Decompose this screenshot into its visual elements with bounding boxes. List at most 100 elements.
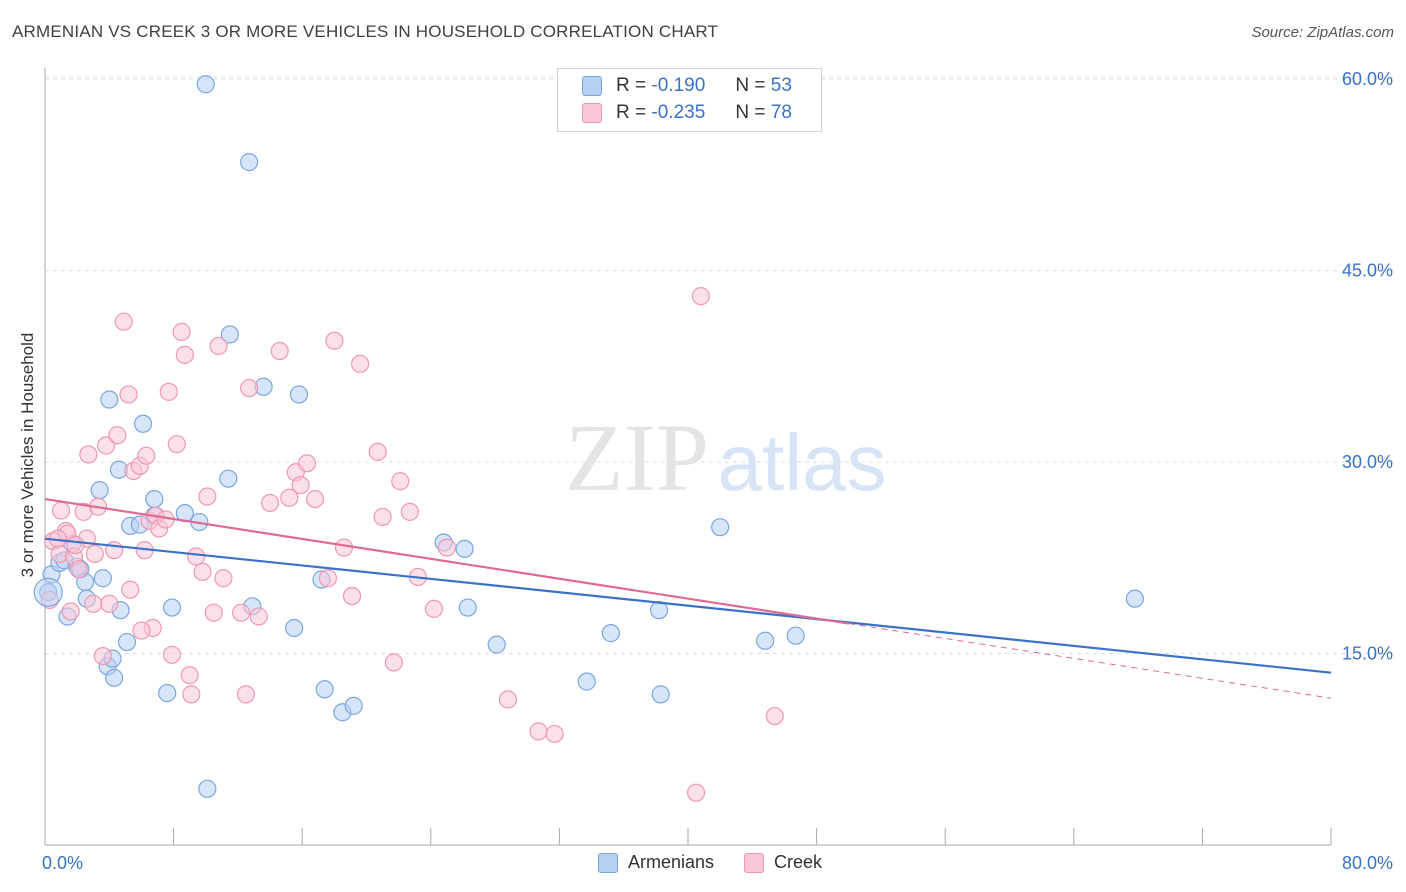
stats-legend: R = -0.190 N = 53 R = -0.235 N = 78 xyxy=(557,68,822,132)
creek-point xyxy=(391,472,410,491)
armenians-legend-swatch xyxy=(598,852,618,873)
creek-trend-line xyxy=(44,498,849,625)
creek-swatch xyxy=(582,103,602,123)
armenians-point xyxy=(196,75,215,94)
armenians-point xyxy=(458,598,477,617)
axes xyxy=(44,68,1332,846)
creek-point xyxy=(119,385,138,404)
armenians-point xyxy=(240,153,259,172)
creek-point xyxy=(260,493,280,513)
x-tick-label: 80.0% xyxy=(1342,853,1393,873)
legend-item-armenians[interactable]: Armenians xyxy=(598,852,714,873)
armenians-point xyxy=(289,385,309,404)
armenians-n-value: 53 xyxy=(770,75,792,96)
creek-point xyxy=(545,724,564,744)
armenians-point xyxy=(601,624,620,643)
creek-point xyxy=(175,345,194,364)
creek-point xyxy=(424,599,444,618)
watermark: ZIP atlas xyxy=(565,404,886,511)
armenians-point xyxy=(651,685,670,704)
armenians-point xyxy=(90,481,109,500)
creek-point xyxy=(232,603,251,622)
creek-point xyxy=(240,378,259,398)
creek-point xyxy=(270,341,289,361)
n-label: N = xyxy=(735,102,766,123)
creek-trend-extension xyxy=(848,623,1332,699)
creek-point xyxy=(66,535,85,555)
n-label: N = xyxy=(735,75,766,96)
creek-point xyxy=(108,426,127,445)
creek-point xyxy=(342,586,362,606)
legend-item-creek[interactable]: Creek xyxy=(744,852,822,873)
armenians-point xyxy=(220,325,239,344)
y-tick-label: 15.0% xyxy=(1342,644,1393,664)
armenians-swatch xyxy=(582,76,602,96)
creek-point xyxy=(305,489,325,509)
creek-point xyxy=(132,621,151,640)
creek-point xyxy=(51,501,71,520)
tick-labels: 15.0% 30.0% 45.0% 60.0% 0.0% 80.0% xyxy=(42,69,1393,873)
series-legend: Armenians Creek xyxy=(598,852,852,873)
creek-point xyxy=(334,538,354,557)
creek-point xyxy=(437,538,456,557)
armenians-point xyxy=(577,672,596,691)
creek-point xyxy=(93,646,112,666)
armenians-point xyxy=(315,680,334,699)
armenians-point xyxy=(711,518,730,537)
armenians-point xyxy=(786,626,805,645)
creek-point xyxy=(373,507,392,527)
armenians-point xyxy=(133,414,153,433)
creek-point xyxy=(167,435,186,454)
armenians-point xyxy=(198,779,217,798)
creek-point xyxy=(180,666,199,685)
armenians-point xyxy=(1125,589,1144,608)
armenians-point xyxy=(105,668,124,687)
creek-point xyxy=(529,722,548,741)
creek-point xyxy=(209,336,228,356)
creek-point xyxy=(686,783,706,802)
r-label: R = xyxy=(616,102,647,123)
legend-row-creek: R = -0.235 N = 78 xyxy=(582,101,792,125)
armenians-r-value: -0.190 xyxy=(651,75,706,96)
creek-point xyxy=(198,487,217,506)
x-tick-label: 0.0% xyxy=(42,853,83,873)
creek-point xyxy=(114,312,133,331)
creek-point xyxy=(350,354,370,373)
armenians-point xyxy=(145,489,164,509)
creek-point xyxy=(384,653,403,672)
creek-point xyxy=(204,603,223,622)
creek-point xyxy=(691,287,710,306)
creek-point xyxy=(100,594,119,613)
y-tick-label: 60.0% xyxy=(1342,69,1393,89)
creek-r-value: -0.235 xyxy=(651,102,706,123)
creek-point xyxy=(765,706,784,726)
creek-point xyxy=(69,560,88,579)
creek-point xyxy=(249,607,268,626)
creek-point xyxy=(84,594,103,613)
r-label: R = xyxy=(616,75,647,96)
armenians-point xyxy=(756,631,775,650)
chart-title: ARMENIAN VS CREEK 3 OR MORE VEHICLES IN … xyxy=(12,22,719,41)
creek-point xyxy=(159,382,178,401)
creek-point xyxy=(182,685,201,704)
armenians-point xyxy=(162,598,182,617)
creek-point xyxy=(172,322,191,341)
creek-point xyxy=(137,446,156,465)
creek-point xyxy=(498,690,518,709)
creek-point xyxy=(85,544,104,564)
trend-lines xyxy=(44,498,1332,699)
armenians-legend-label: Armenians xyxy=(628,852,715,872)
creek-point xyxy=(121,580,140,599)
creek-point xyxy=(214,569,233,588)
creek-point xyxy=(291,475,310,495)
creek-point xyxy=(187,547,206,566)
source-credit: Source: ZipAtlas.com xyxy=(1251,24,1394,41)
armenians-point xyxy=(33,577,63,607)
creek-point xyxy=(280,488,299,507)
creek-n-value: 78 xyxy=(770,102,792,123)
y-tick-label: 30.0% xyxy=(1342,452,1393,472)
armenians-point xyxy=(100,390,119,409)
creek-legend-swatch xyxy=(744,852,765,873)
armenians-point xyxy=(455,539,474,558)
